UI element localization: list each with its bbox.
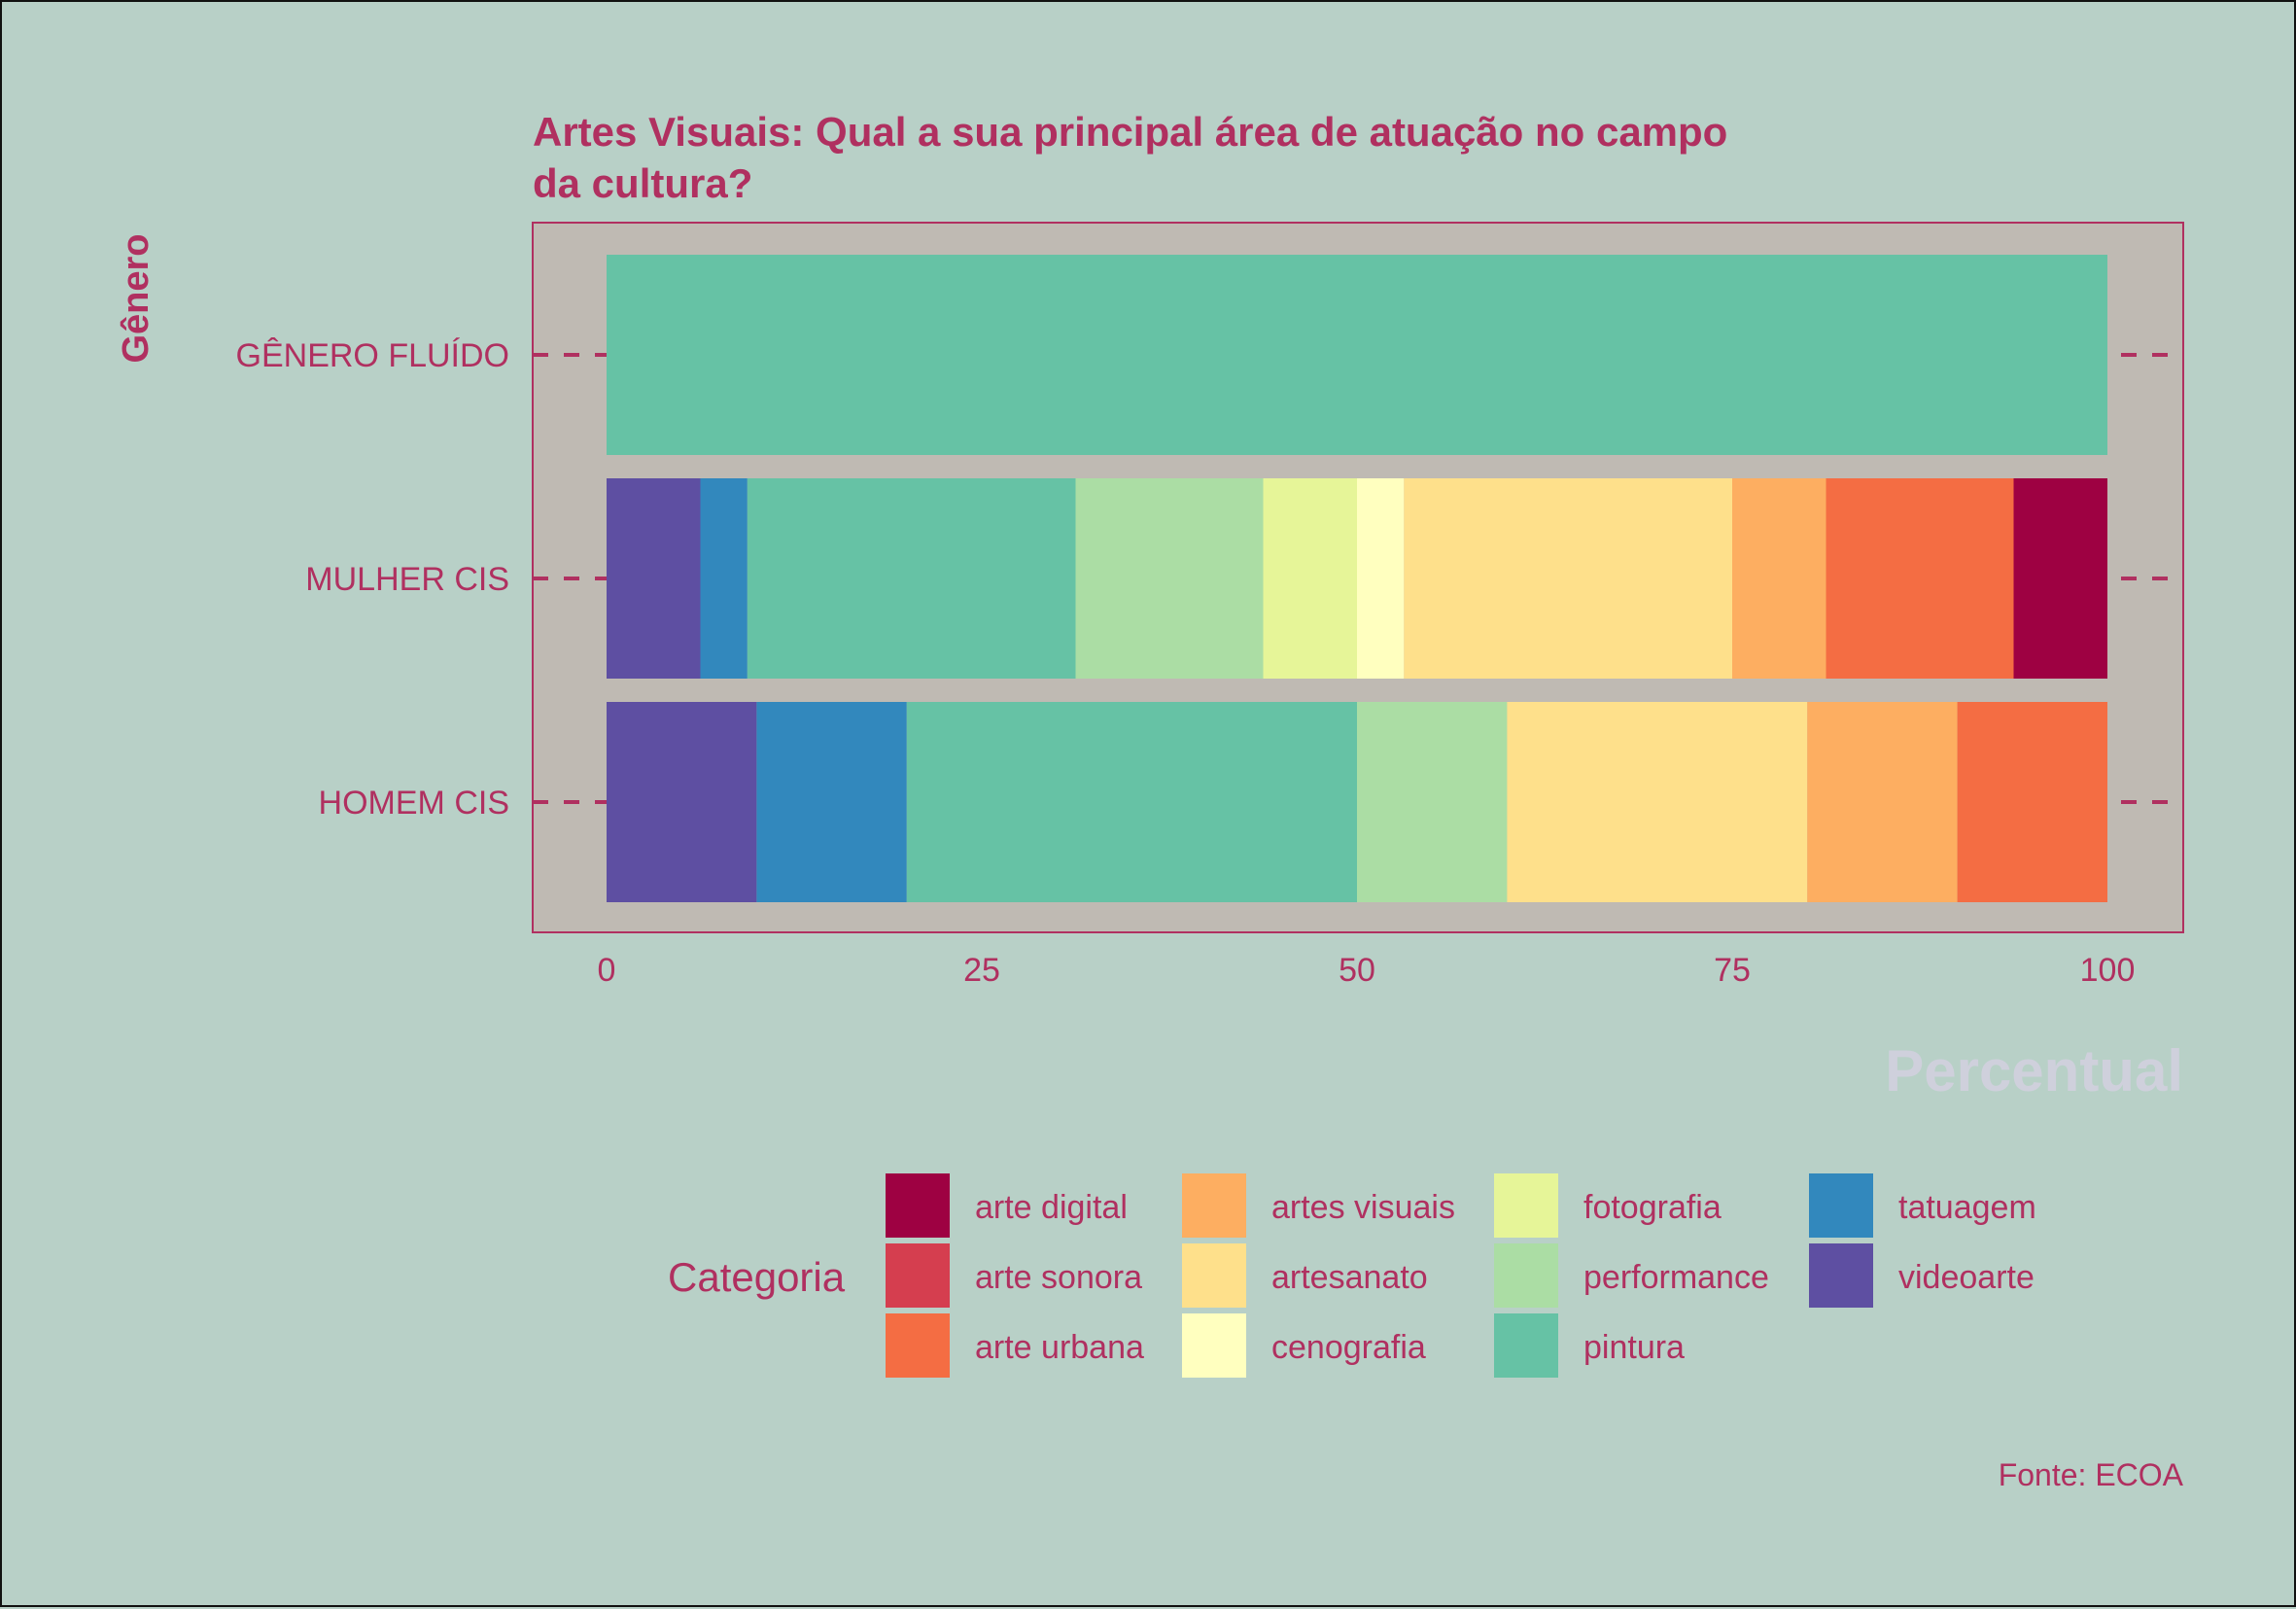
legend-label: arte digital xyxy=(975,1189,1128,1226)
legend-label: videoarte xyxy=(1898,1259,2035,1296)
legend-swatch-artes-visuais xyxy=(1182,1173,1246,1238)
bar-segment-pintura xyxy=(747,478,1076,679)
y-axis-label: Gênero xyxy=(116,233,157,363)
legend-swatch-artesanato xyxy=(1182,1243,1246,1308)
bar-segment-artes-visuais xyxy=(1732,478,1826,679)
bar-segment-artesanato xyxy=(1404,478,1732,679)
legend-swatch-tatuagem xyxy=(1809,1173,1873,1238)
x-tick-label: 50 xyxy=(1339,952,1375,989)
y-tick-label: HOMEM CIS xyxy=(319,785,509,822)
x-axis-label: Percentual xyxy=(1885,1038,2183,1103)
legend-label: fotografia xyxy=(1583,1189,1722,1226)
legend-label: performance xyxy=(1583,1259,1769,1296)
chart-title-line: da cultura? xyxy=(533,160,752,206)
legend-swatch-videoarte xyxy=(1809,1243,1873,1308)
legend-swatch-arte-urbana xyxy=(886,1313,950,1378)
legend-label: arte urbana xyxy=(975,1329,1144,1366)
legend-label: artesanato xyxy=(1271,1259,1428,1296)
legend-swatch-pintura xyxy=(1494,1313,1558,1378)
legend-label: artes visuais xyxy=(1271,1189,1455,1226)
legend-label: pintura xyxy=(1583,1329,1685,1366)
legend-label: tatuagem xyxy=(1898,1189,2036,1226)
x-tick-label: 0 xyxy=(598,952,616,989)
bar-segment-performance xyxy=(1075,478,1264,679)
bar-segment-arte-digital xyxy=(2013,478,2107,679)
legend-label: cenografia xyxy=(1271,1329,1426,1366)
bar-segment-arte-urbana xyxy=(1957,702,2107,902)
bar-segment-tatuagem xyxy=(756,702,907,902)
legend-swatch-fotografia xyxy=(1494,1173,1558,1238)
chart-title-line: Artes Visuais: Qual a sua principal área… xyxy=(533,109,1727,155)
bar-segment-fotografia xyxy=(1263,478,1357,679)
legend-swatch-performance xyxy=(1494,1243,1558,1308)
legend-swatch-cenografia xyxy=(1182,1313,1246,1378)
bar-segment-artesanato xyxy=(1507,702,1808,902)
y-tick-label: GÊNERO FLUÍDO xyxy=(236,337,509,374)
x-tick-label: 100 xyxy=(2080,952,2136,989)
legend-label: arte sonora xyxy=(975,1259,1142,1296)
bar-segment-cenografia xyxy=(1357,478,1405,679)
bar-segment-arte-urbana xyxy=(1826,478,2014,679)
y-tick-label: MULHER CIS xyxy=(305,561,509,598)
legend-swatch-arte-sonora xyxy=(886,1243,950,1308)
bar-segment-pintura xyxy=(607,255,2107,455)
bar-segment-pintura xyxy=(906,702,1357,902)
bar-segment-tatuagem xyxy=(700,478,748,679)
bar-segment-performance xyxy=(1357,702,1508,902)
x-tick-label: 75 xyxy=(1714,952,1751,989)
legend-swatch-arte-digital xyxy=(886,1173,950,1238)
bar-segment-videoarte xyxy=(607,702,757,902)
bar-segment-videoarte xyxy=(607,478,701,679)
caption: Fonte: ECOA xyxy=(1999,1457,2184,1492)
legend-title: Categoria xyxy=(668,1254,846,1300)
bar-segment-artes-visuais xyxy=(1807,702,1958,902)
x-tick-label: 25 xyxy=(963,952,1000,989)
